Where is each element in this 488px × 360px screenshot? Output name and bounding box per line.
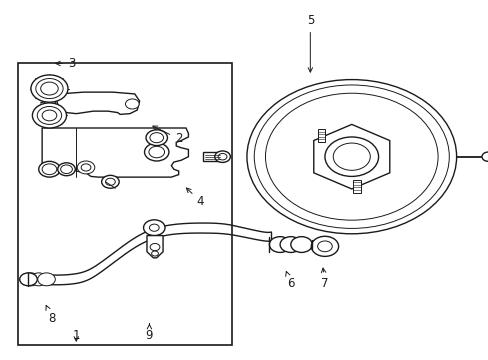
Circle shape <box>58 163 75 176</box>
Text: 7: 7 <box>321 268 328 291</box>
Text: 6: 6 <box>285 271 294 291</box>
Circle shape <box>246 80 456 234</box>
Polygon shape <box>57 92 140 114</box>
Circle shape <box>280 237 301 252</box>
Circle shape <box>254 85 448 228</box>
Circle shape <box>150 243 160 251</box>
Circle shape <box>102 175 119 188</box>
Circle shape <box>22 273 40 286</box>
Circle shape <box>265 93 437 220</box>
Circle shape <box>32 103 66 128</box>
Circle shape <box>218 153 226 160</box>
Bar <box>317 130 325 142</box>
Circle shape <box>149 146 164 158</box>
Text: 5: 5 <box>306 14 313 72</box>
Circle shape <box>42 164 57 175</box>
Circle shape <box>41 82 58 95</box>
Polygon shape <box>42 128 188 177</box>
Circle shape <box>317 241 331 252</box>
Bar <box>203 152 222 161</box>
Circle shape <box>143 220 164 235</box>
Circle shape <box>81 164 91 171</box>
Circle shape <box>144 143 168 161</box>
Polygon shape <box>147 235 163 258</box>
Text: 1: 1 <box>72 329 80 342</box>
Circle shape <box>214 151 230 162</box>
Bar <box>18 63 232 345</box>
Circle shape <box>150 133 163 143</box>
Text: 9: 9 <box>145 324 153 342</box>
Circle shape <box>151 251 158 256</box>
Circle shape <box>269 237 290 252</box>
Circle shape <box>325 137 378 176</box>
Circle shape <box>105 178 115 185</box>
Circle shape <box>290 237 312 252</box>
Polygon shape <box>313 125 389 189</box>
Circle shape <box>31 75 68 102</box>
Text: 4: 4 <box>186 188 204 208</box>
Circle shape <box>61 165 72 174</box>
Circle shape <box>38 273 55 286</box>
Circle shape <box>20 273 37 286</box>
Circle shape <box>37 107 61 125</box>
Text: 8: 8 <box>46 305 56 325</box>
Circle shape <box>39 161 60 177</box>
Circle shape <box>42 110 57 121</box>
Circle shape <box>481 152 488 161</box>
Circle shape <box>36 78 63 99</box>
Circle shape <box>125 99 139 109</box>
Circle shape <box>311 236 338 256</box>
Bar <box>352 180 360 193</box>
Text: 2: 2 <box>153 126 182 145</box>
Circle shape <box>30 273 47 286</box>
Circle shape <box>332 143 369 170</box>
Circle shape <box>77 161 95 174</box>
Circle shape <box>149 224 159 231</box>
Text: 3: 3 <box>56 57 75 70</box>
Circle shape <box>146 130 167 145</box>
